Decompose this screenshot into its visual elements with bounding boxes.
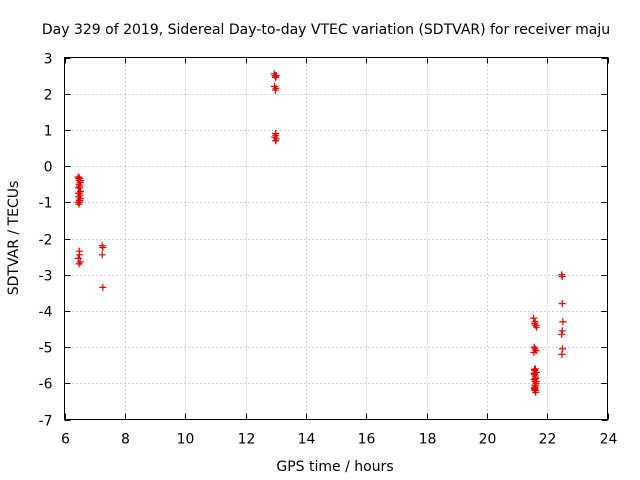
data-point [559,345,567,353]
data-point [558,271,566,279]
data-point [76,198,84,206]
data-point [271,133,279,141]
plot-frame [64,57,608,420]
data-point [76,174,84,182]
data-point [531,365,539,373]
data-point [272,130,280,138]
x-tick-label: 16 [358,432,376,448]
x-tick-label: 6 [61,432,70,448]
data-point [75,260,83,268]
y-tick-label: 2 [44,88,53,104]
y-tick-label: -6 [39,377,53,393]
data-point [531,375,539,383]
data-point [98,242,106,250]
data-point [530,314,538,322]
data-point [559,318,567,326]
data-point [558,300,566,308]
x-tick-label: 14 [298,432,316,448]
data-point [558,350,566,358]
data-point [74,254,82,262]
data-point [558,330,566,338]
x-tick-label: 12 [238,432,256,448]
data-point [531,384,539,392]
y-tick-label: -1 [39,196,53,212]
x-tick-label: 22 [539,432,557,448]
data-point [271,86,279,94]
data-point [76,251,84,259]
data-point [531,345,539,353]
data-point [272,73,280,81]
x-tick-label: 18 [419,432,437,448]
data-point [76,184,84,192]
data-point [271,72,279,80]
axis-ticks [64,57,609,421]
y-axis-label: SDTVAR / TECUs [6,181,22,296]
data-point [76,258,84,266]
y-tick-label: -4 [39,305,53,321]
x-tick-label: 20 [479,432,497,448]
data-point [99,283,107,291]
data-point [530,369,538,377]
chart-title: Day 329 of 2019, Sidereal Day-to-day VTE… [42,22,610,38]
data-points [74,70,567,396]
x-tick-label: 24 [600,432,618,448]
data-point [99,244,107,252]
data-point [272,137,280,145]
data-point [558,273,566,281]
data-point [75,200,83,208]
data-point [533,323,541,331]
data-point [530,349,538,357]
data-point [98,251,106,259]
data-point [558,327,566,335]
x-tick-labels: 6 8 10 12 14 16 18 20 22 24 [61,432,617,448]
x-tick-label: 8 [121,432,130,448]
data-point [530,366,538,374]
data-point [272,135,280,143]
y-tick-label: 0 [44,160,53,176]
x-axis-label: GPS time / hours [276,459,393,475]
y-tick-label: -2 [39,233,53,249]
x-tick-label: 10 [177,432,195,448]
data-point [531,318,539,326]
data-point [75,189,83,197]
data-point [272,84,280,92]
y-tick-label: 1 [44,124,53,140]
data-point [75,180,83,188]
data-point [270,82,278,90]
y-tick-label: -7 [39,414,53,430]
y-tick-label: 3 [44,52,53,68]
y-tick-label: -3 [39,269,53,285]
grid-lines [64,57,608,420]
y-tick-label: -5 [39,341,53,357]
data-point [532,321,540,329]
y-tick-labels: -7 -6 -5 -4 -3 -2 -1 0 1 2 3 [39,52,53,430]
